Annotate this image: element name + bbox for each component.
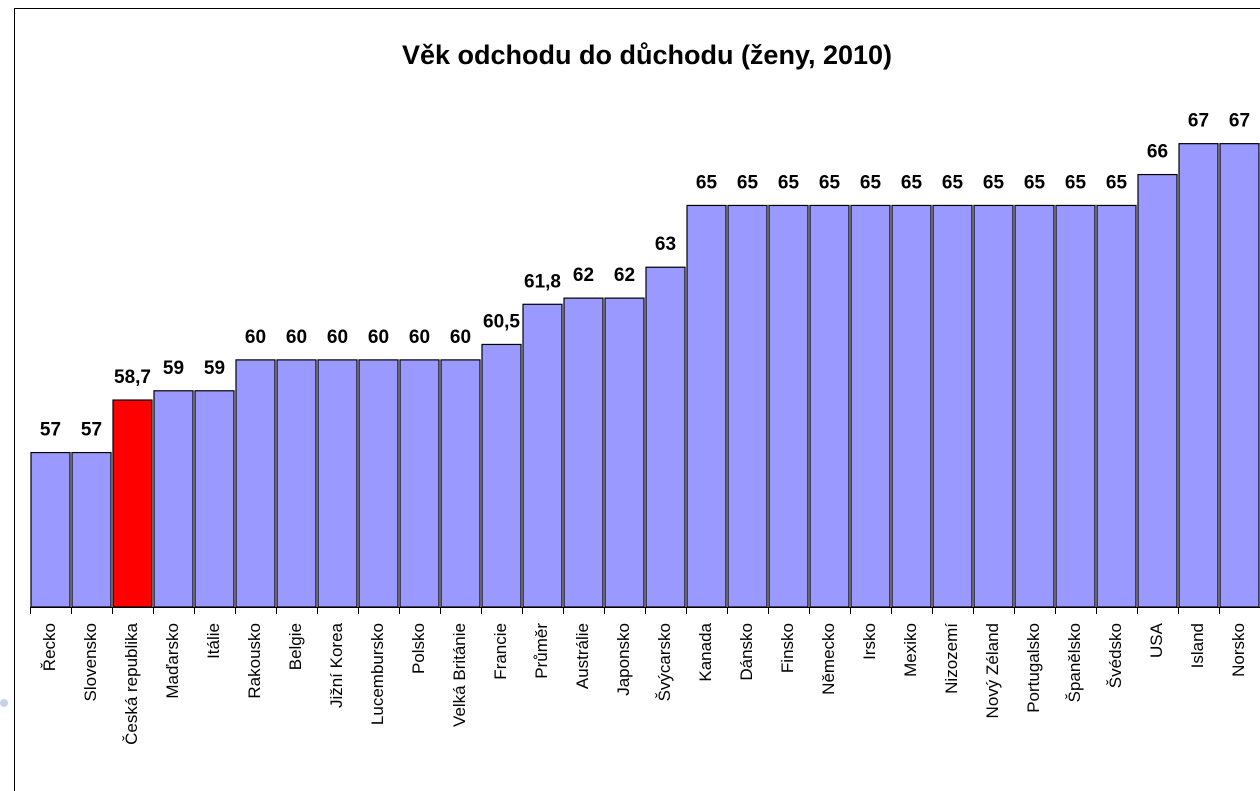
- bar: [1014, 204, 1055, 608]
- value-label: 65: [737, 172, 759, 193]
- value-label: 59: [163, 358, 184, 379]
- bar: [399, 359, 440, 608]
- x-tick-label: Řecko: [40, 623, 59, 671]
- bar: [522, 303, 563, 608]
- x-tick-label: Španělsko: [1065, 623, 1084, 702]
- x-tick-label: Norsko: [1229, 623, 1248, 677]
- x-tick-label: Česká republika: [122, 622, 141, 744]
- x-tick-label: Portugalsko: [1024, 623, 1043, 713]
- value-label: 65: [819, 172, 841, 193]
- x-tick-label: Irsko: [860, 623, 879, 660]
- value-label: 65: [1024, 172, 1046, 193]
- bar: [850, 204, 891, 608]
- x-tick-label: Rakousko: [245, 623, 264, 699]
- x-tick-label: Belgie: [286, 623, 305, 670]
- bar: [30, 451, 71, 608]
- value-label: 60,5: [483, 311, 520, 332]
- bar: [1219, 143, 1260, 608]
- value-label: 60: [409, 327, 430, 348]
- value-label: 65: [983, 172, 1005, 193]
- value-label: 65: [901, 172, 923, 193]
- x-tick-label: Slovensko: [81, 623, 100, 701]
- bar: [1137, 173, 1178, 608]
- value-label: 66: [1147, 142, 1168, 163]
- chart-title: Věk odchodu do důchodu (ženy, 2010): [402, 40, 892, 70]
- value-label: 57: [40, 420, 61, 441]
- x-tick-label: Velká Británie: [450, 623, 469, 727]
- bar: [1055, 204, 1096, 608]
- value-label: 62: [614, 265, 635, 286]
- x-tick-label: Lucembursko: [368, 623, 387, 725]
- x-tick-label: Jižní Korea: [327, 622, 346, 708]
- x-tick-label: Kanada: [696, 622, 715, 681]
- decor-dot: [0, 699, 8, 707]
- x-tick-label: Polsko: [409, 623, 428, 674]
- x-tick-label: Nizozemí: [942, 623, 961, 694]
- value-label: 60: [450, 327, 471, 348]
- value-label: 60: [368, 327, 389, 348]
- value-label: 63: [655, 234, 676, 255]
- value-label: 65: [696, 172, 718, 193]
- bar: [563, 297, 604, 608]
- x-tick-label: Austrálie: [573, 623, 592, 689]
- bar: [768, 204, 809, 608]
- bar: [727, 204, 768, 608]
- x-tick-label: Japonsko: [614, 623, 633, 696]
- value-label: 57: [81, 420, 102, 441]
- x-tick-label: Mexiko: [901, 623, 920, 677]
- bar: [604, 297, 645, 608]
- x-tick-label: Švýcarsko: [655, 623, 674, 701]
- value-label: 65: [1065, 172, 1087, 193]
- value-label: 58,7: [114, 367, 151, 388]
- value-label: 65: [1106, 172, 1128, 193]
- bar: [153, 390, 194, 608]
- bar: [1178, 143, 1219, 608]
- value-label: 65: [860, 172, 882, 193]
- bar: [932, 204, 973, 608]
- bar: [235, 359, 276, 608]
- value-label: 65: [778, 172, 800, 193]
- bar: [276, 359, 317, 608]
- value-label: 62: [573, 265, 594, 286]
- x-tick-label: Švédsko: [1106, 623, 1125, 688]
- value-label: 65: [942, 172, 964, 193]
- bar: [809, 204, 850, 608]
- value-label: 67: [1188, 111, 1209, 132]
- value-label: 60: [327, 327, 348, 348]
- bar: [317, 359, 358, 608]
- bar: [112, 399, 153, 608]
- bar: [1096, 204, 1137, 608]
- x-tick-label: Island: [1188, 623, 1207, 668]
- bar: [973, 204, 1014, 608]
- bar: [686, 204, 727, 608]
- bar: [481, 343, 522, 608]
- value-label: 60: [286, 327, 307, 348]
- bar: [891, 204, 932, 608]
- x-tick-label: Průměr: [532, 623, 551, 679]
- chart-frame: [14, 8, 1260, 791]
- bar: [358, 359, 399, 608]
- x-tick-label: Dánsko: [737, 623, 756, 681]
- value-label: 60: [245, 327, 266, 348]
- value-label: 59: [204, 358, 225, 379]
- x-tick-label: Francie: [491, 623, 510, 680]
- x-tick-label: Nový Zéland: [983, 623, 1002, 718]
- bar: [71, 451, 112, 608]
- value-label: 61,8: [524, 271, 561, 292]
- bar: [645, 266, 686, 608]
- value-label: 67: [1229, 111, 1250, 132]
- x-tick-label: Itálie: [204, 623, 223, 659]
- x-tick-label: Německo: [819, 623, 838, 695]
- bar: [194, 390, 235, 608]
- x-tick-label: Maďarsko: [163, 623, 182, 699]
- x-tick-label: Finsko: [778, 623, 797, 673]
- bar: [440, 359, 481, 608]
- x-tick-label: USA: [1147, 622, 1166, 658]
